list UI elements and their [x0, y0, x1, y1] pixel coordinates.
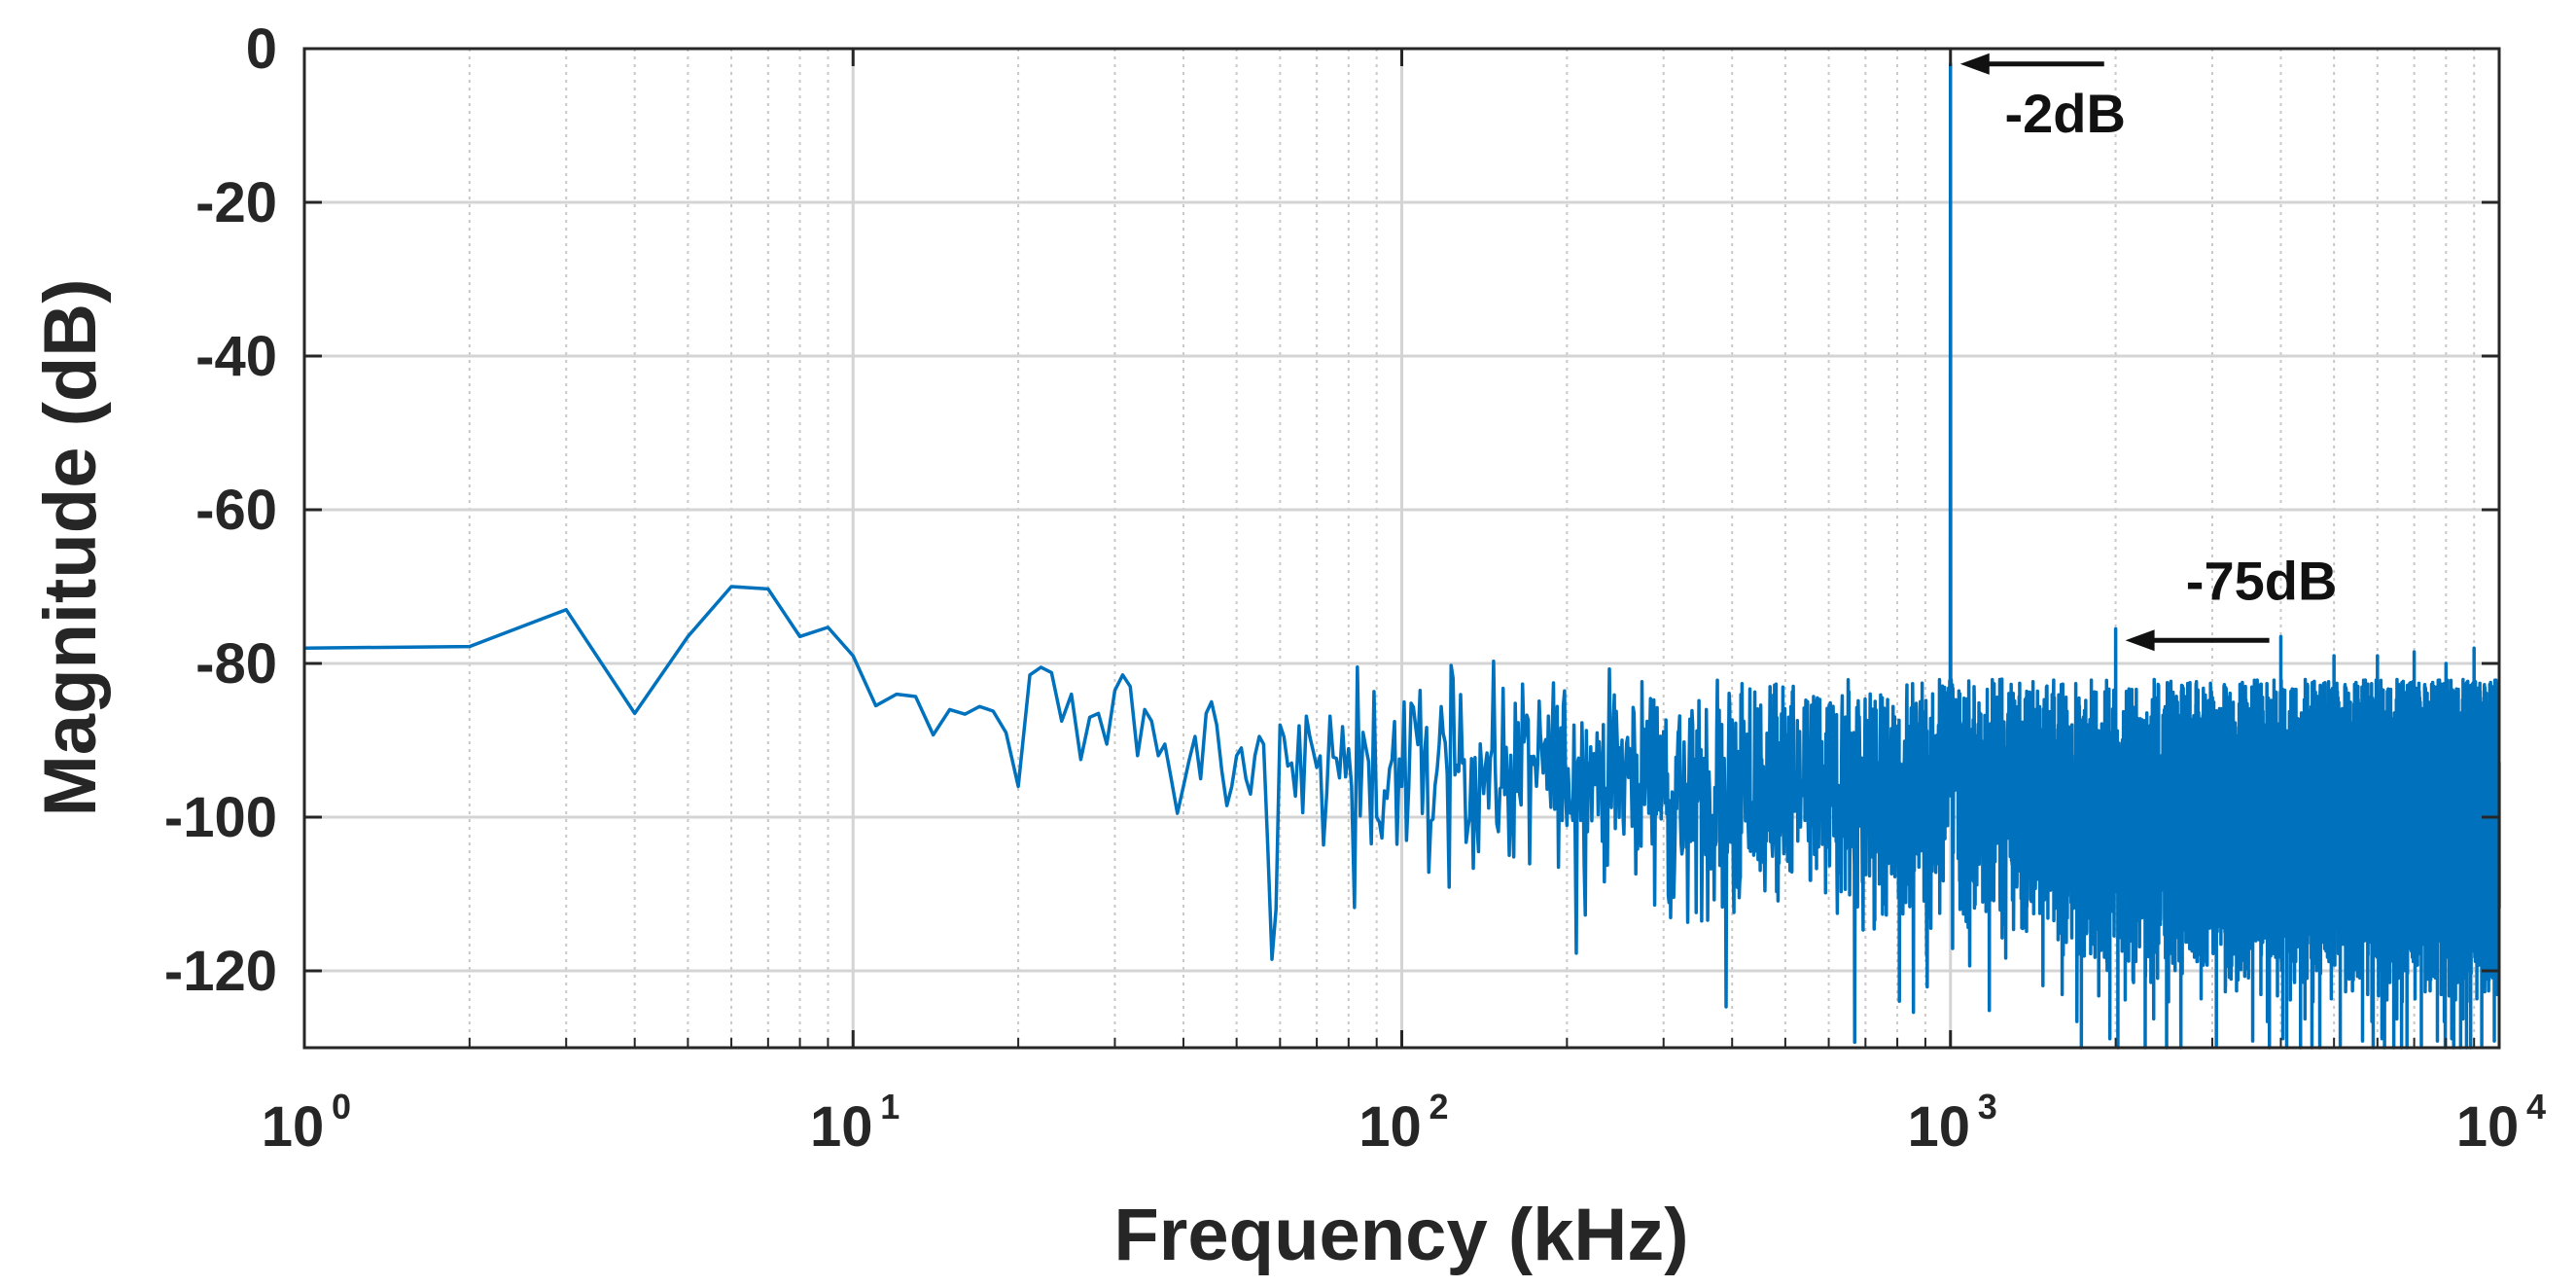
x-tick-label-exponent: 1	[880, 1087, 900, 1126]
x-tick-label-exponent: 3	[1978, 1087, 1997, 1126]
x-axis-title: Frequency (kHz)	[1113, 1194, 1688, 1276]
x-tick-label: 10	[1907, 1095, 1970, 1159]
grid-minor	[468, 49, 2476, 1048]
annotation-label: -2dB	[2005, 83, 2126, 144]
y-axis-title: Magnitude (dB)	[29, 278, 112, 816]
series-line	[303, 62, 2501, 1050]
annotation-arrow-head	[1959, 53, 1990, 75]
annotation-label: -75dB	[2186, 550, 2338, 611]
y-tick-label: -100	[164, 786, 277, 849]
x-tick-label: 10	[2456, 1095, 2520, 1159]
axis-ticks	[302, 47, 2501, 1048]
y-tick-label: 0	[246, 18, 277, 81]
y-tick-labels: 0 -20 -40 -60 -80 -100 -120	[164, 18, 277, 1003]
y-tick-label: -40	[195, 325, 277, 388]
series-group	[303, 62, 2501, 1050]
x-tick-label: 10	[262, 1095, 325, 1159]
x-tick-labels: 10 0 10 1 10 2 10 3 10 4	[262, 1087, 2546, 1159]
y-tick-label: -20	[195, 171, 277, 234]
x-tick-label-exponent: 4	[2526, 1087, 2546, 1126]
y-tick-label: -80	[195, 632, 277, 696]
annotations: -2dB -75dB	[1959, 53, 2338, 652]
plot-area	[302, 47, 2501, 1050]
x-tick-label: 10	[810, 1095, 873, 1159]
y-tick-label: -120	[164, 940, 277, 1003]
y-tick-label: -60	[195, 479, 277, 542]
annotation-arrow-head	[2125, 629, 2155, 652]
x-tick-label: 10	[1359, 1095, 1422, 1159]
x-tick-label-exponent: 2	[1429, 1087, 1448, 1126]
x-tick-label-exponent: 0	[332, 1087, 351, 1126]
